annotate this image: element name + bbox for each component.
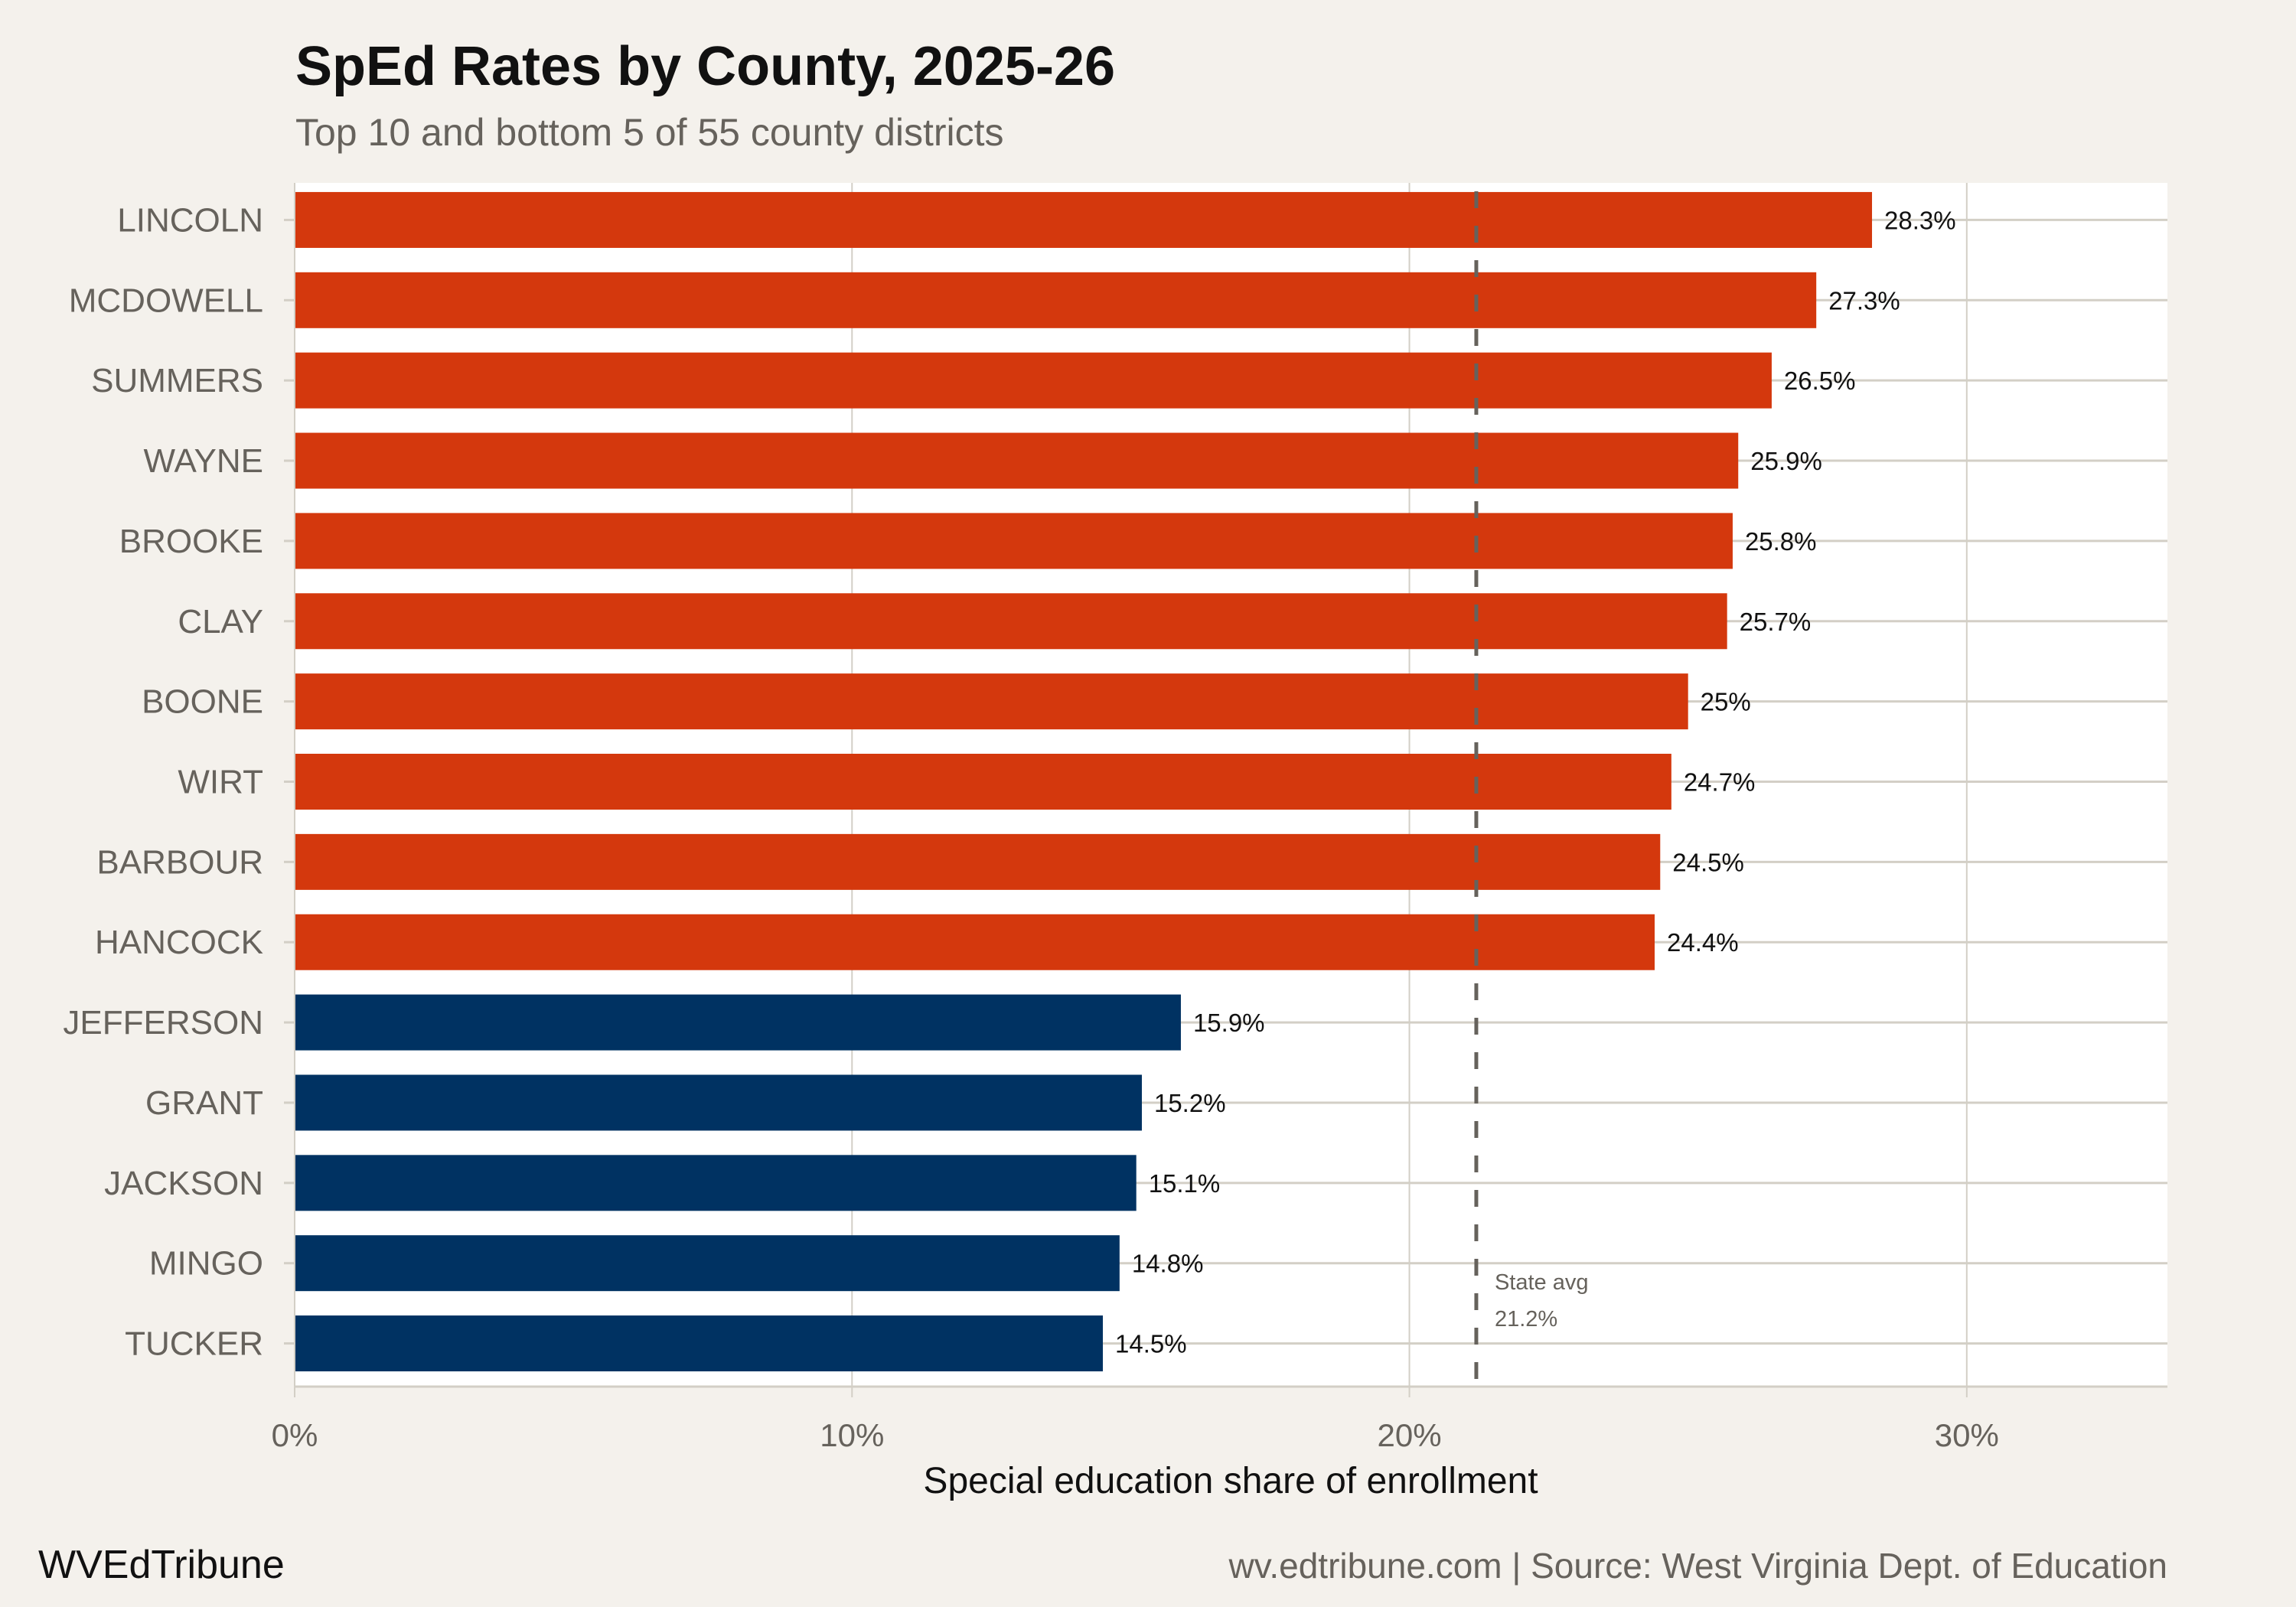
bar bbox=[295, 1235, 1120, 1292]
x-tick-label: 30% bbox=[1935, 1417, 1999, 1453]
bar bbox=[295, 593, 1727, 650]
bar bbox=[295, 1155, 1137, 1211]
bar bbox=[295, 1074, 1142, 1131]
data-label: 25.7% bbox=[1740, 608, 1812, 636]
x-tick-label: 10% bbox=[820, 1417, 884, 1453]
state-average-value: 21.2% bbox=[1495, 1307, 1557, 1332]
state-average-label: State avg bbox=[1495, 1270, 1589, 1295]
data-label: 27.3% bbox=[1828, 286, 1900, 315]
bar bbox=[295, 191, 1873, 248]
y-tick-label: MCDOWELL bbox=[69, 282, 263, 319]
x-tick-label: 20% bbox=[1378, 1417, 1442, 1453]
bar bbox=[295, 272, 1817, 328]
y-tick-label: WIRT bbox=[178, 764, 263, 801]
data-label: 15.9% bbox=[1193, 1009, 1265, 1037]
data-label: 28.3% bbox=[1884, 206, 1956, 234]
y-tick-label: BOONE bbox=[142, 683, 263, 721]
y-tick-label: BARBOUR bbox=[96, 843, 263, 881]
data-label: 14.8% bbox=[1132, 1250, 1204, 1278]
brand-logo-text: WVEdTribune bbox=[38, 1543, 285, 1587]
y-tick-label: GRANT bbox=[145, 1084, 263, 1122]
chart-subtitle: Top 10 and bottom 5 of 55 county distric… bbox=[295, 111, 1004, 154]
source-note: wv.edtribune.com | Source: West Virginia… bbox=[1228, 1546, 2167, 1586]
bar bbox=[295, 1315, 1103, 1372]
bar bbox=[295, 994, 1181, 1051]
bar bbox=[295, 833, 1661, 890]
y-tick-label: CLAY bbox=[178, 603, 263, 641]
x-tick-label: 0% bbox=[272, 1417, 318, 1453]
chart-title: SpEd Rates by County, 2025-26 bbox=[295, 36, 1115, 97]
y-tick-label: WAYNE bbox=[144, 442, 263, 480]
y-tick-label: LINCOLN bbox=[117, 201, 263, 239]
y-tick-label: JACKSON bbox=[104, 1165, 263, 1202]
data-label: 24.4% bbox=[1667, 928, 1739, 957]
data-label: 15.2% bbox=[1154, 1089, 1226, 1117]
y-tick-label: MINGO bbox=[149, 1245, 263, 1283]
bar bbox=[295, 754, 1671, 810]
data-label: 14.5% bbox=[1115, 1330, 1187, 1358]
x-axis-title: Special education share of enrollment bbox=[923, 1461, 1538, 1501]
y-tick-label: JEFFERSON bbox=[63, 1004, 263, 1041]
bar bbox=[295, 914, 1655, 970]
y-tick-label: BROOKE bbox=[119, 523, 263, 560]
data-label: 24.5% bbox=[1672, 848, 1744, 876]
data-label: 25% bbox=[1701, 688, 1751, 716]
bar bbox=[295, 352, 1772, 409]
data-label: 25.8% bbox=[1745, 527, 1817, 556]
y-tick-label: HANCOCK bbox=[95, 924, 263, 961]
y-tick-label: SUMMERS bbox=[91, 362, 263, 399]
bar bbox=[295, 673, 1688, 730]
data-label: 26.5% bbox=[1784, 367, 1856, 395]
data-label: 15.1% bbox=[1149, 1169, 1221, 1198]
data-label: 24.7% bbox=[1684, 768, 1756, 797]
bar bbox=[295, 432, 1739, 489]
y-tick-label: TUCKER bbox=[125, 1325, 263, 1363]
bar bbox=[295, 513, 1733, 569]
data-label: 25.9% bbox=[1750, 447, 1822, 475]
